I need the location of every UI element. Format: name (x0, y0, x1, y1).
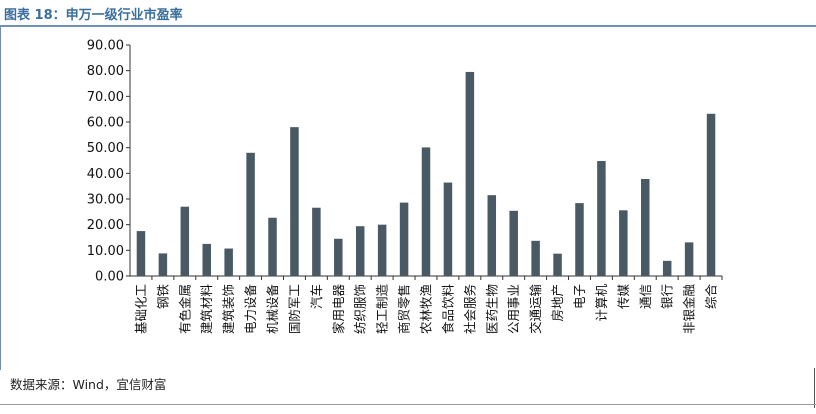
x-tick-labels: 基础化工 钢铁 有色金属 建筑材料 建筑装饰 电力设备 机械设备 国防军工 汽车 家用电器 纺织服饰… (133, 284, 718, 335)
frame-left-border (0, 25, 1, 370)
x-tick-label: 商贸零售 (397, 284, 412, 334)
x-tick-label: 机械设备 (265, 284, 280, 335)
x-tick-label: 钢铁 (155, 284, 170, 310)
y-tick-label: 40.00 (87, 167, 124, 182)
figure-title: 图表 18：申万一级行业市盈率 (4, 8, 183, 23)
frame-right-border (814, 368, 815, 408)
data-source-note: 数据来源：Wind，宜信财富 (10, 377, 167, 392)
bar (465, 71, 475, 276)
bar (312, 207, 321, 276)
y-tick-label: 50.00 (87, 141, 124, 156)
y-tick-label: 90.00 (87, 39, 124, 54)
x-tick-label: 建筑装饰 (221, 284, 236, 334)
bars-group (136, 71, 716, 276)
bar (575, 203, 584, 276)
bottom-rule (0, 404, 816, 405)
bar (662, 260, 672, 276)
bar (531, 240, 540, 276)
x-tick-label: 社会服务 (462, 284, 477, 334)
x-tick-label: 纺织服饰 (353, 284, 368, 334)
bar (399, 202, 409, 276)
bar (597, 161, 606, 276)
y-tick-label: 60.00 (87, 116, 124, 131)
bar (377, 224, 387, 276)
x-tick-label: 电子 (572, 284, 587, 309)
x-tick-label: 综合 (704, 284, 719, 310)
x-tick-label: 食品饮料 (440, 284, 455, 335)
x-tick-label: 农林牧渔 (419, 284, 434, 334)
bar-chart: 0.00 10.00 20.00 30.00 40.00 50.00 60.00 70.00 8… (87, 39, 723, 335)
x-tick-label: 公用事业 (506, 284, 521, 334)
bar (334, 238, 343, 276)
x-tick-label: 房地产 (550, 284, 565, 322)
bar (136, 231, 146, 276)
x-tick-label: 轻工制造 (375, 284, 390, 335)
bar (553, 253, 562, 276)
bar (421, 147, 431, 276)
bar (158, 253, 168, 276)
y-tick-label: 10.00 (87, 244, 124, 259)
x-tick-label: 传媒 (616, 284, 631, 310)
bar (487, 195, 497, 276)
x-tick-label: 交通运输 (528, 284, 543, 335)
x-tick-label: 通信 (638, 284, 653, 309)
x-tick-label: 汽车 (309, 284, 324, 309)
bar (246, 152, 255, 276)
bar (202, 243, 211, 276)
y-tick-label: 70.00 (87, 90, 124, 105)
bar (641, 178, 650, 276)
x-tick-label: 电力设备 (243, 284, 258, 335)
x-tick-label: 非银金融 (682, 284, 697, 335)
y-axis: 0.00 10.00 20.00 30.00 40.00 50.00 60.00 70.00 8… (87, 39, 131, 285)
x-tick-label: 家用电器 (331, 284, 346, 335)
x-tick-label: 计算机 (594, 284, 609, 322)
bar (180, 206, 190, 276)
bar (268, 217, 277, 276)
y-tick-label: 0.00 (95, 270, 124, 285)
title-rule (0, 25, 816, 27)
y-tick-label: 80.00 (87, 64, 124, 79)
bar (706, 113, 716, 276)
x-tick-label: 有色金属 (177, 284, 192, 334)
x-tick-label: 银行 (660, 284, 675, 309)
bar (443, 182, 453, 276)
x-axis (130, 275, 723, 280)
y-tick-label: 30.00 (87, 193, 124, 208)
y-tick-label: 20.00 (87, 218, 124, 233)
bar (290, 127, 299, 276)
x-tick-label: 建筑材料 (199, 284, 214, 335)
bar (509, 210, 518, 276)
bar (619, 210, 628, 276)
bar (355, 226, 365, 276)
x-tick-label: 基础化工 (133, 284, 148, 334)
bar (684, 242, 694, 276)
x-tick-label: 国防军工 (287, 284, 302, 334)
x-tick-label: 医药生物 (484, 284, 499, 334)
bar (224, 248, 233, 276)
